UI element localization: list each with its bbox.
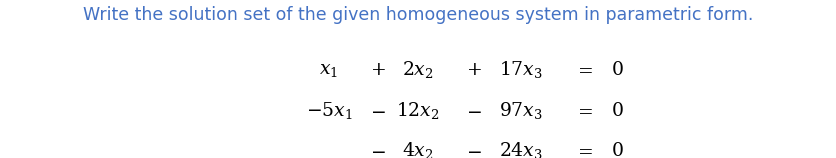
- Text: $4x_2$: $4x_2$: [401, 140, 433, 158]
- Text: $-$: $-$: [466, 101, 481, 120]
- Text: $=$: $=$: [573, 60, 593, 79]
- Text: $x_1$: $x_1$: [319, 60, 338, 79]
- Text: $97x_3$: $97x_3$: [498, 100, 542, 121]
- Text: $-$: $-$: [466, 141, 481, 158]
- Text: $-$: $-$: [370, 101, 385, 120]
- Text: $17x_3$: $17x_3$: [498, 59, 542, 80]
- Text: $=$: $=$: [573, 101, 593, 120]
- Text: $+$: $+$: [466, 60, 481, 79]
- Text: ${-5x_1}$: ${-5x_1}$: [305, 100, 352, 121]
- Text: $2x_2$: $2x_2$: [401, 59, 433, 80]
- Text: Write the solution set of the given homogeneous system in parametric form.: Write the solution set of the given homo…: [84, 6, 752, 24]
- Text: $24x_3$: $24x_3$: [498, 140, 542, 158]
- Text: $0$: $0$: [610, 101, 624, 120]
- Text: $+$: $+$: [370, 60, 385, 79]
- Text: $-$: $-$: [370, 141, 385, 158]
- Text: $=$: $=$: [573, 141, 593, 158]
- Text: $12x_2$: $12x_2$: [395, 100, 439, 121]
- Text: $0$: $0$: [610, 141, 624, 158]
- Text: $0$: $0$: [610, 60, 624, 79]
